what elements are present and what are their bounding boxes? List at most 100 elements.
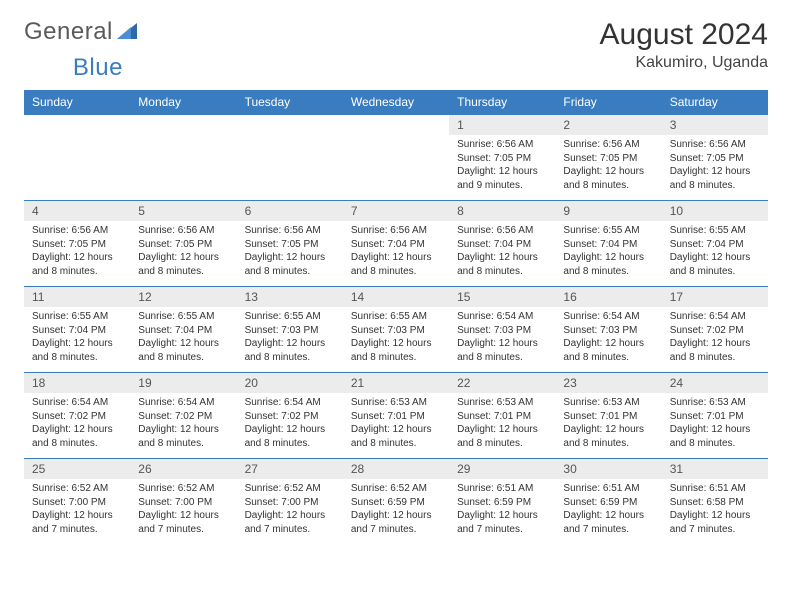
sunset-line: Sunset: 7:02 PM (670, 325, 744, 336)
daylight-line: Daylight: 12 hours and 8 minutes. (563, 424, 644, 449)
calendar-table: Sunday Monday Tuesday Wednesday Thursday… (24, 90, 768, 544)
daylight-line: Daylight: 12 hours and 7 minutes. (670, 510, 751, 535)
daylight-line: Daylight: 12 hours and 7 minutes. (351, 510, 432, 535)
day-info-cell: Sunrise: 6:53 AMSunset: 7:01 PMDaylight:… (555, 393, 661, 459)
daylight-line: Daylight: 12 hours and 8 minutes. (138, 338, 219, 363)
day-info-cell (130, 135, 236, 201)
sunset-line: Sunset: 7:02 PM (32, 411, 106, 422)
day-number-cell: 26 (130, 459, 236, 480)
day-info-cell: Sunrise: 6:54 AMSunset: 7:02 PMDaylight:… (130, 393, 236, 459)
day-info-cell: Sunrise: 6:54 AM Sunset: 7:02 PM Daylight:… (237, 393, 343, 459)
sunset-line: Sunset: 7:04 PM (457, 239, 531, 250)
daylight-line: Daylight: 12 hours and 8 minutes. (457, 338, 538, 363)
sunset-line: Sunset: 7:03 PM (563, 325, 637, 336)
sunrise-line: Sunrise: 6:56 AM (457, 225, 533, 236)
sunset-line: Sunset: 7:00 PM (138, 497, 212, 508)
sunrise-line: Sunrise: 6:51 AM (563, 483, 639, 494)
weekday-header: Thursday (449, 90, 555, 115)
daylight-line: Daylight: 12 hours and 8 minutes. (351, 252, 432, 277)
sunset-line: Sunset: 7:04 PM (138, 325, 212, 336)
day-number-cell: 25 (24, 459, 130, 480)
sunrise-line: Sunrise: 6:56 AM (245, 225, 321, 236)
day-info-cell: Sunrise: 6:56 AMSunset: 7:05 PMDaylight:… (237, 221, 343, 287)
day-number-cell: 21 (343, 373, 449, 394)
day-info-cell: Sunrise: 6:52 AMSunset: 7:00 PMDaylight:… (24, 479, 130, 544)
day-number-row: 45678910 (24, 201, 768, 222)
sunrise-line: Sunrise: 6:54 AM (670, 311, 746, 322)
brand-word-2: Blue (73, 54, 123, 82)
sunrise-line: Sunrise: 6:54 AM (138, 397, 214, 408)
sunrise-line: Sunrise: 6:55 AM (138, 311, 214, 322)
daylight-line: Daylight: 12 hours and 8 minutes. (245, 424, 326, 449)
daylight-line: Daylight: 12 hours and 8 minutes. (138, 424, 219, 449)
sunrise-line: Sunrise: 6:56 AM (32, 225, 108, 236)
day-data-row: Sunrise: 6:52 AM Sunset: 7:00 PM Daylight:… (24, 479, 768, 544)
day-number-cell: 12 (130, 287, 236, 308)
sunset-line: Sunset: 6:59 PM (563, 497, 637, 508)
day-info-cell (24, 135, 130, 201)
calendar-title: August 2024 (600, 18, 768, 52)
sunrise-line: Sunrise: 6:55 AM (245, 311, 321, 322)
day-number-cell: 15 (449, 287, 555, 308)
daylight-line: Daylight: 12 hours and 8 minutes. (351, 424, 432, 449)
day-info-cell: Sunrise: 6:52 AMSunset: 7:00 PMDaylight:… (130, 479, 236, 544)
sunset-line: Sunset: 7:05 PM (32, 239, 106, 250)
day-number-cell: 23 (555, 373, 661, 394)
daylight-line: Daylight: 12 hours and 7 minutes. (32, 510, 113, 535)
sunset-line: Sunset: 7:00 PM (245, 497, 319, 508)
day-info-cell: Sunrise: 6:56 AMSunset: 7:05 PMDaylight:… (130, 221, 236, 287)
day-info-cell: Sunrise: 6:55 AM Sunset: 7:04 PM Daylight:… (130, 307, 236, 373)
weekday-header: Tuesday (237, 90, 343, 115)
day-number-cell (343, 115, 449, 136)
sunrise-line: Sunrise: 6:52 AM (32, 483, 108, 494)
day-info-cell (237, 135, 343, 201)
calendar-page: General August 2024 Kakumiro, Uganda Gen… (0, 0, 792, 562)
weekday-header: Wednesday (343, 90, 449, 115)
day-info-cell: Sunrise: 6:53 AMSunset: 7:01 PMDaylight:… (662, 393, 768, 459)
daylight-line: Daylight: 12 hours and 8 minutes. (670, 252, 751, 277)
day-number-cell: 6 (237, 201, 343, 222)
day-number-cell: 13 (237, 287, 343, 308)
daylight-line: Daylight: 12 hours and 8 minutes. (245, 252, 326, 277)
day-info-cell (343, 135, 449, 201)
sunrise-line: Sunrise: 6:54 AM (32, 397, 108, 408)
day-number-cell: 17 (662, 287, 768, 308)
sunrise-line: Sunrise: 6:54 AM (245, 397, 321, 408)
daylight-line: Daylight: 12 hours and 8 minutes. (245, 338, 326, 363)
sunset-line: Sunset: 7:05 PM (138, 239, 212, 250)
sunset-line: Sunset: 7:01 PM (457, 411, 531, 422)
day-number-cell: 3 (662, 115, 768, 136)
sunrise-line: Sunrise: 6:52 AM (245, 483, 321, 494)
day-number-row: 25262728293031 (24, 459, 768, 480)
day-info-cell: Sunrise: 6:56 AMSunset: 7:04 PMDaylight:… (449, 221, 555, 287)
sunrise-line: Sunrise: 6:55 AM (32, 311, 108, 322)
sunset-line: Sunset: 7:03 PM (351, 325, 425, 336)
day-number-cell: 1 (449, 115, 555, 136)
sunrise-line: Sunrise: 6:52 AM (138, 483, 214, 494)
day-info-cell: Sunrise: 6:54 AMSunset: 7:03 PMDaylight:… (555, 307, 661, 373)
weekday-header: Saturday (662, 90, 768, 115)
day-number-cell: 19 (130, 373, 236, 394)
sunset-line: Sunset: 7:03 PM (245, 325, 319, 336)
sunset-line: Sunset: 7:03 PM (457, 325, 531, 336)
sunrise-line: Sunrise: 6:53 AM (351, 397, 427, 408)
day-number-cell: 27 (237, 459, 343, 480)
weekday-header-row: Sunday Monday Tuesday Wednesday Thursday… (24, 90, 768, 115)
daylight-line: Daylight: 12 hours and 7 minutes. (563, 510, 644, 535)
day-number-cell: 16 (555, 287, 661, 308)
brand-logo: General (24, 18, 139, 46)
daylight-line: Daylight: 12 hours and 7 minutes. (457, 510, 538, 535)
day-info-cell: Sunrise: 6:56 AMSunset: 7:05 PMDaylight:… (555, 135, 661, 201)
sunrise-line: Sunrise: 6:53 AM (457, 397, 533, 408)
day-number-cell: 22 (449, 373, 555, 394)
day-number-cell: 29 (449, 459, 555, 480)
weekday-header: Sunday (24, 90, 130, 115)
sunrise-line: Sunrise: 6:56 AM (351, 225, 427, 236)
daylight-line: Daylight: 12 hours and 8 minutes. (670, 424, 751, 449)
sunset-line: Sunset: 6:58 PM (670, 497, 744, 508)
sunset-line: Sunset: 7:02 PM (245, 411, 319, 422)
calendar-location: Kakumiro, Uganda (600, 54, 768, 72)
sunrise-line: Sunrise: 6:56 AM (457, 139, 533, 150)
day-number-cell (24, 115, 130, 136)
day-info-cell: Sunrise: 6:56 AMSunset: 7:05 PMDaylight:… (449, 135, 555, 201)
